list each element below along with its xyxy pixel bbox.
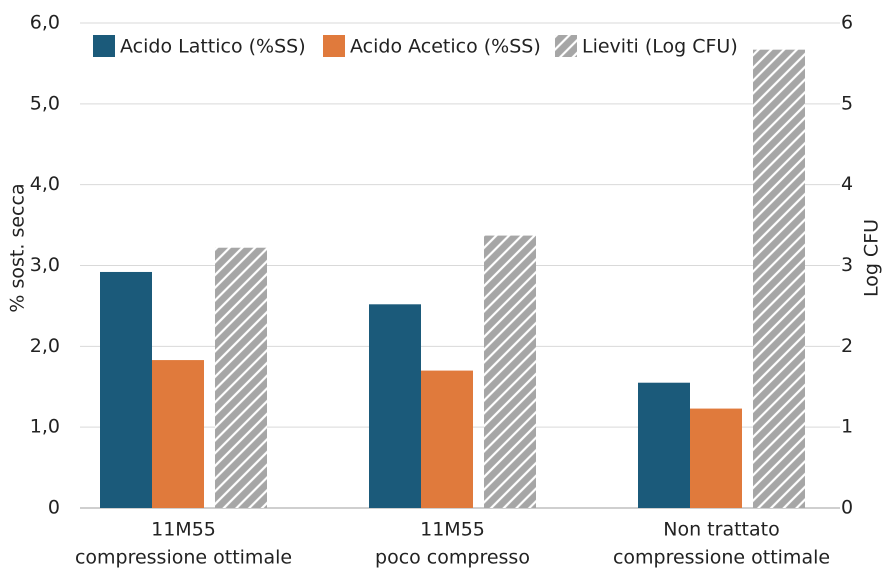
y2-tick-label: 6 (841, 12, 853, 34)
y2-tick-label: 2 (841, 335, 853, 357)
bar (638, 382, 690, 508)
bar (100, 271, 152, 508)
legend-swatch (323, 35, 345, 57)
y-tick-label: 4,0 (30, 173, 60, 195)
x-tick-label: Non trattato (663, 519, 779, 541)
legend-label: Acido Acetico (%SS) (350, 36, 541, 58)
bar (484, 235, 536, 508)
y-tick-label: 0 (48, 497, 60, 519)
bar (152, 360, 204, 508)
x-tick-label: compressione ottimale (613, 547, 830, 569)
y-tick-label: 5,0 (30, 92, 60, 114)
x-tick-label: poco compresso (375, 547, 530, 569)
legend-label: Acido Lattico (%SS) (120, 36, 306, 58)
y-tick-label: 2,0 (30, 335, 60, 357)
y-tick-label: 1,0 (30, 416, 60, 438)
bar (421, 370, 473, 508)
x-tick-label: compressione ottimale (75, 547, 292, 569)
legend-label: Lieviti (Log CFU) (582, 36, 738, 58)
bar (753, 49, 805, 509)
y2-tick-label: 5 (841, 92, 853, 114)
legend-swatch (93, 35, 115, 57)
x-tick-label: 11M55 (420, 519, 485, 541)
y2-axis-title: Log CFU (861, 219, 883, 297)
y-tick-label: 6,0 (30, 12, 60, 34)
bar (690, 408, 742, 508)
y-tick-label: 3,0 (30, 254, 60, 276)
bar (215, 247, 267, 508)
bar (369, 304, 421, 508)
x-tick-label: 11M55 (151, 519, 216, 541)
y-axis-title: % sost. secca (7, 183, 29, 312)
legend-swatch (555, 35, 577, 57)
y2-tick-label: 4 (841, 173, 853, 195)
y2-tick-label: 0 (841, 497, 853, 519)
y2-tick-label: 1 (841, 416, 853, 438)
y2-tick-label: 3 (841, 254, 853, 276)
